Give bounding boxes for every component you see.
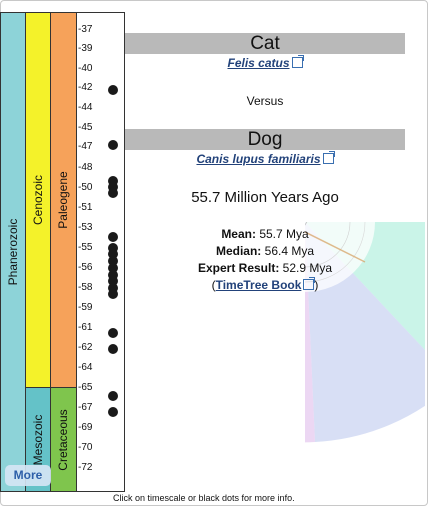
tick-label[interactable]: -62	[78, 342, 93, 353]
tick-label[interactable]: -56	[78, 262, 93, 273]
mean-label: Mean:	[221, 227, 256, 241]
tick-label[interactable]: -50	[78, 182, 93, 193]
event-dot[interactable]	[108, 289, 118, 299]
event-dot[interactable]	[108, 140, 118, 150]
event-dot[interactable]	[108, 243, 118, 253]
period-paleogene[interactable]	[50, 12, 77, 388]
eon-phanerozoic[interactable]	[0, 12, 26, 492]
event-dot[interactable]	[108, 188, 118, 198]
tick-label[interactable]: -53	[78, 222, 93, 233]
era-cenozoic[interactable]	[25, 12, 51, 388]
event-dot[interactable]	[108, 276, 118, 286]
tick-label[interactable]: -39	[78, 43, 93, 54]
tick-label[interactable]: -58	[78, 282, 93, 293]
event-dot[interactable]	[108, 270, 118, 280]
period-paleogene-label: Paleogene	[56, 171, 70, 229]
tick-label[interactable]: -42	[78, 82, 93, 93]
taxon-a-scientific-link[interactable]: Felis catus	[125, 55, 405, 70]
divergence-headline: 55.7 Million Years Ago	[191, 189, 339, 206]
more-button[interactable]: More	[5, 465, 51, 486]
expert-label: Expert Result:	[197, 261, 280, 275]
event-dot[interactable]	[108, 256, 118, 266]
footer-note: Click on timescale or black dots for mor…	[113, 493, 295, 503]
event-dot[interactable]	[108, 391, 118, 401]
book-row: (TimeTree Book)	[125, 277, 405, 292]
median-label: Median:	[215, 244, 262, 258]
tick-label[interactable]: -69	[78, 422, 93, 433]
event-dot[interactable]	[108, 344, 118, 354]
event-dot[interactable]	[108, 328, 118, 338]
era-cenozoic-label: Cenozoic	[31, 174, 45, 226]
expert-value: 52.9 Mya	[282, 261, 333, 275]
tick-label[interactable]: -72	[78, 462, 93, 473]
book-suffix: )	[314, 278, 319, 292]
timetree-radial	[305, 222, 425, 443]
tick-label[interactable]: -67	[78, 402, 93, 413]
era-mesozoic-label: Mesozoic	[31, 414, 45, 466]
tick-label[interactable]: -44	[78, 102, 93, 113]
tick-label[interactable]: -70	[78, 442, 93, 453]
taxon-b-scientific-link[interactable]: Canis lupus familiaris	[125, 151, 405, 166]
tick-label[interactable]: -40	[78, 63, 93, 74]
tick-label[interactable]: -64	[78, 362, 93, 373]
mean-value: 55.7 Mya	[259, 227, 309, 241]
tick-label[interactable]: -51	[78, 202, 93, 213]
period-cretaceous[interactable]	[50, 387, 77, 492]
expert-row: Expert Result: 52.9 Mya	[125, 261, 405, 275]
tick-label[interactable]: -61	[78, 322, 93, 333]
tick-label[interactable]: -37	[78, 24, 93, 35]
event-dot[interactable]	[108, 249, 118, 259]
tick-label[interactable]: -45	[78, 122, 93, 133]
event-dot[interactable]	[108, 283, 118, 293]
taxon-b-title: Dog	[125, 129, 405, 150]
tick-label[interactable]: -65	[78, 382, 93, 393]
event-dot[interactable]	[108, 85, 118, 95]
versus-label: Versus	[246, 94, 284, 108]
tick-label[interactable]: -59	[78, 302, 93, 313]
event-dot[interactable]	[108, 182, 118, 192]
median-value: 56.4 Mya	[264, 244, 315, 258]
external-link-icon	[322, 151, 335, 164]
taxon-b-scientific[interactable]: Canis lupus familiaris	[196, 152, 321, 166]
tick-label[interactable]: -55	[78, 242, 93, 253]
eon-label: Phanerozoic	[6, 218, 20, 286]
external-link-icon	[291, 55, 304, 68]
timetree-book-link[interactable]: TimeTree Book	[215, 278, 302, 292]
period-cretaceous-label: Cretaceous	[56, 409, 70, 471]
tick-label[interactable]: -47	[78, 141, 93, 152]
event-dot[interactable]	[108, 232, 118, 242]
book-prefix: (	[211, 278, 216, 292]
taxon-a-title: Cat	[125, 33, 405, 54]
external-link-icon	[303, 277, 316, 290]
event-dot[interactable]	[108, 407, 118, 417]
taxon-a-scientific[interactable]: Felis catus	[227, 56, 290, 70]
event-dot[interactable]	[108, 176, 118, 186]
mean-row: Mean: 55.7 Mya	[125, 227, 405, 241]
event-dot[interactable]	[108, 263, 118, 273]
median-row: Median: 56.4 Mya	[125, 244, 405, 258]
tick-label[interactable]: -48	[78, 162, 93, 173]
